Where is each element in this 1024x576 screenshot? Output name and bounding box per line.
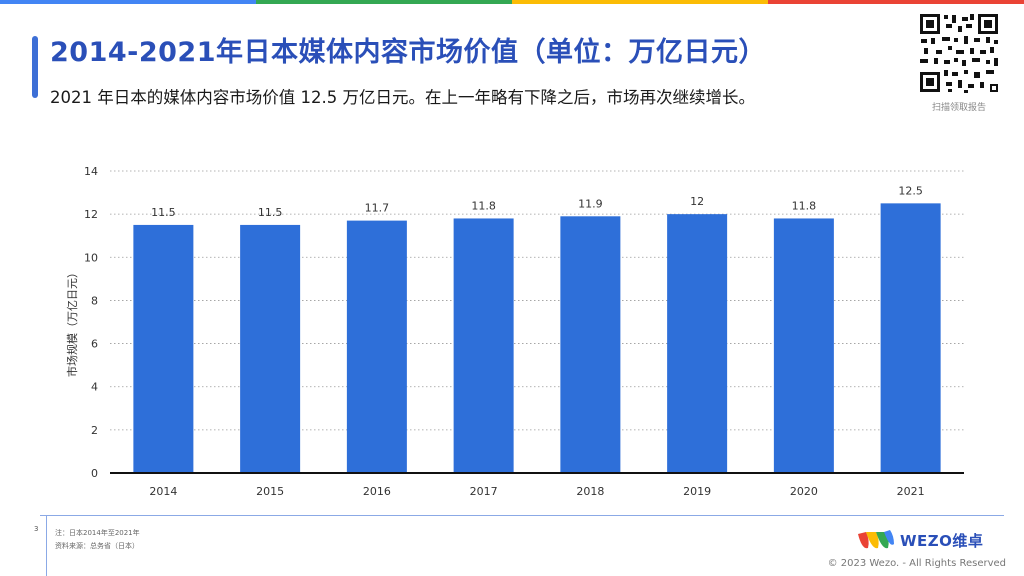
top-bar-segment — [512, 0, 768, 4]
x-tick-label: 2017 — [470, 485, 498, 498]
wezo-logo: WEZO维卓 — [856, 527, 1006, 553]
x-tick-label: 2018 — [576, 485, 604, 498]
y-axis-label: 市场规模（万亿日元） — [65, 267, 79, 377]
bar-2015 — [240, 224, 301, 473]
y-tick-label: 10 — [84, 251, 98, 264]
wezo-logo-icon — [858, 530, 894, 549]
x-tick-label: 2020 — [790, 485, 818, 498]
footer-divider — [40, 515, 1004, 516]
bar-2017 — [453, 218, 514, 473]
x-tick-label: 2016 — [363, 485, 391, 498]
source-note: 资料来源：总务省（日本） — [55, 542, 139, 550]
qr-caption: 扫描领取报告 — [931, 103, 986, 113]
data-label: 12 — [690, 195, 704, 208]
y-tick-label: 14 — [84, 165, 98, 178]
top-bar-segment — [768, 0, 1024, 4]
footnote: 注：日本2014年至2021年 — [55, 529, 140, 537]
x-tick-label: 2021 — [897, 485, 925, 498]
y-tick-label: 6 — [91, 338, 98, 351]
data-label: 11.5 — [258, 206, 283, 219]
data-label: 11.9 — [578, 197, 603, 210]
page-number: 3 — [34, 525, 39, 533]
top-bar-segment — [0, 0, 256, 4]
bar-2018 — [560, 216, 621, 474]
data-label: 11.8 — [792, 199, 817, 212]
copyright: © 2023 Wezo. - All Rights Reserved — [827, 558, 1006, 569]
bar-2019 — [667, 214, 728, 473]
bar-2020 — [773, 218, 834, 473]
bar-2016 — [346, 220, 407, 473]
data-label: 11.5 — [151, 206, 176, 219]
qr-code-icon — [918, 12, 1000, 94]
bar-2021 — [880, 203, 941, 473]
logo-text: WEZO维卓 — [900, 531, 984, 550]
x-tick-label: 2019 — [683, 485, 711, 498]
data-label: 12.5 — [898, 184, 923, 197]
bar-2014 — [133, 224, 194, 473]
x-tick-label: 2014 — [149, 485, 177, 498]
data-label: 11.8 — [471, 199, 496, 212]
bar-chart: 0 2 4 6 8 10 12 14 市场规模（万亿日元） 11.5 2014 11.5 2015 11.… — [65, 165, 964, 498]
top-color-bar — [0, 0, 1024, 4]
y-tick-label: 12 — [84, 208, 98, 221]
page-title: 2014-2021年日本媒体内容市场价值（单位：万亿日元） — [50, 37, 766, 68]
top-bar-segment — [256, 0, 512, 4]
page-subtitle: 2021 年日本的媒体内容市场价值 12.5 万亿日元。在上一年略有下降之后，市… — [50, 88, 755, 107]
y-tick-label: 0 — [91, 467, 98, 480]
y-tick-label: 4 — [91, 381, 98, 394]
y-tick-label: 8 — [91, 294, 98, 307]
x-tick-label: 2015 — [256, 485, 284, 498]
y-tick-label: 2 — [91, 424, 98, 437]
data-label: 11.7 — [365, 202, 390, 215]
footer-left-divider — [46, 516, 47, 576]
title-accent-bar — [32, 36, 38, 98]
